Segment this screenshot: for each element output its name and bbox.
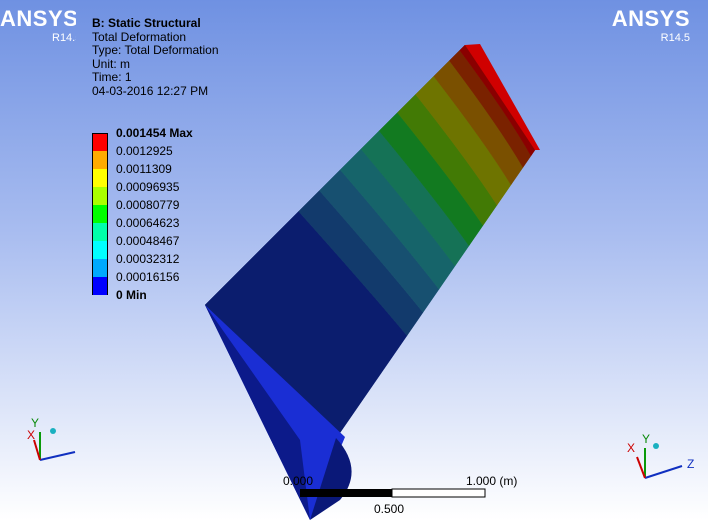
logo-brand: ANSYS [612, 6, 690, 32]
legend-swatch [92, 133, 108, 152]
legend-label: 0.00064623 [116, 216, 179, 230]
legend-swatch [92, 187, 108, 205]
scale-end: 1.000 (m) [466, 474, 517, 488]
legend-swatch [92, 151, 108, 169]
logo-left: ANSYS R14.5 [0, 6, 76, 44]
axis-z: Z [687, 457, 694, 471]
triad-right: Y X Z [627, 432, 694, 478]
legend-label: 0.00048467 [116, 234, 179, 248]
legend-swatch [92, 169, 108, 187]
logo-version: R14.5 [0, 32, 76, 44]
info-line: Unit: m [92, 58, 219, 72]
info-title: B: Static Structural [92, 17, 219, 31]
legend-label: 0 Min [116, 288, 147, 302]
legend-label: 0.001454 Max [116, 126, 193, 140]
axis-y: Y [642, 432, 650, 446]
logo-brand: ANSYS [0, 6, 76, 32]
viewport: 0.000 1.000 (m) 0.500 Y X Y X Z ANSYS R1… [0, 0, 708, 520]
logo-version: R14.5 [612, 32, 690, 44]
scale-black [300, 489, 392, 497]
legend-label: 0.0012925 [116, 144, 173, 158]
info-line: Type: Total Deformation [92, 44, 219, 58]
info-line: Total Deformation [92, 31, 219, 45]
legend-label: 0.00080779 [116, 198, 179, 212]
legend-swatch [92, 205, 108, 223]
legend-swatch [92, 277, 108, 295]
info-line: Time: 1 [92, 71, 219, 85]
legend-swatch [92, 259, 108, 277]
scale-start: 0.000 [283, 474, 313, 488]
legend-label: 0.0011309 [116, 162, 172, 176]
axis-x: X [627, 441, 635, 455]
logo-right: ANSYS R14.5 [612, 6, 690, 44]
info-line: 04-03-2016 12:27 PM [92, 85, 219, 99]
legend-swatch [92, 241, 108, 259]
axis-x: X [27, 428, 35, 442]
scale-white [392, 489, 485, 497]
legend-label: 0.00096935 [116, 180, 179, 194]
triad-left: Y X [27, 416, 75, 460]
legend-label: 0.00016156 [116, 270, 179, 284]
scale-mid: 0.500 [374, 502, 404, 516]
legend-label: 0.00032312 [116, 252, 179, 266]
legend-swatch [92, 223, 108, 241]
